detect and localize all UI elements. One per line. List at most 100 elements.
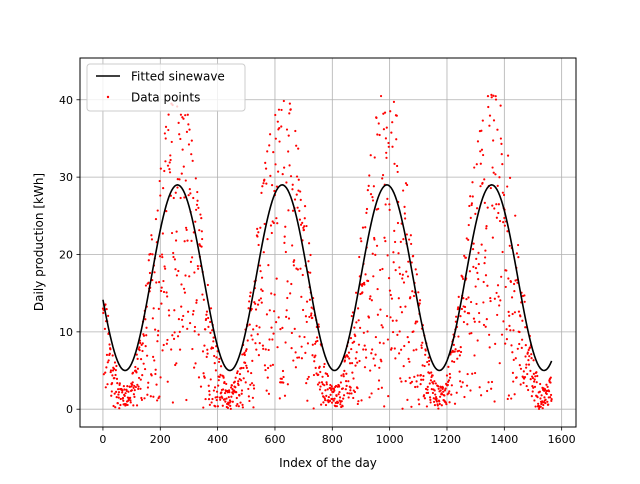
data-point bbox=[303, 335, 306, 339]
data-point bbox=[278, 126, 281, 130]
data-point bbox=[377, 122, 380, 125]
data-point bbox=[380, 324, 383, 327]
data-point bbox=[466, 323, 469, 326]
data-point bbox=[470, 332, 473, 335]
data-point bbox=[356, 402, 359, 406]
data-point bbox=[482, 323, 486, 327]
data-point bbox=[502, 221, 505, 224]
data-point bbox=[536, 396, 539, 399]
data-point bbox=[298, 335, 301, 338]
data-point bbox=[265, 182, 268, 185]
data-point bbox=[469, 195, 472, 198]
data-point bbox=[269, 364, 272, 367]
data-point bbox=[218, 357, 221, 360]
data-point bbox=[141, 374, 144, 377]
data-point bbox=[499, 299, 502, 302]
data-point bbox=[549, 381, 552, 384]
data-point bbox=[387, 395, 390, 398]
data-point bbox=[157, 307, 160, 310]
data-point bbox=[189, 192, 192, 195]
data-point bbox=[162, 187, 165, 190]
data-point bbox=[341, 387, 345, 390]
data-point bbox=[526, 351, 529, 354]
data-point bbox=[543, 388, 547, 391]
data-point bbox=[135, 353, 138, 356]
data-point bbox=[248, 295, 252, 298]
data-point bbox=[186, 310, 190, 313]
data-point bbox=[177, 269, 180, 273]
data-point bbox=[407, 357, 410, 360]
data-point bbox=[513, 393, 516, 396]
data-point bbox=[218, 375, 221, 379]
data-point bbox=[448, 401, 451, 404]
data-point bbox=[294, 129, 297, 133]
data-point bbox=[158, 395, 161, 398]
data-point bbox=[250, 334, 253, 337]
data-point bbox=[205, 313, 208, 316]
legend-label-fitted-sinewave: Fitted sinewave bbox=[131, 70, 225, 84]
data-point bbox=[294, 351, 297, 354]
data-point bbox=[134, 385, 138, 389]
data-point bbox=[436, 404, 439, 407]
data-point bbox=[277, 108, 281, 111]
data-point bbox=[490, 387, 493, 390]
data-point bbox=[367, 316, 371, 319]
data-point bbox=[269, 224, 273, 227]
data-point bbox=[288, 164, 291, 167]
data-point bbox=[396, 164, 399, 168]
data-point bbox=[484, 274, 488, 277]
data-point bbox=[166, 380, 169, 383]
data-point bbox=[499, 104, 502, 107]
data-point bbox=[545, 383, 548, 386]
data-point bbox=[345, 384, 348, 387]
data-point bbox=[417, 291, 420, 294]
data-point bbox=[296, 268, 299, 271]
data-point bbox=[226, 391, 229, 394]
data-point bbox=[192, 309, 195, 313]
data-point bbox=[463, 305, 467, 309]
data-point bbox=[335, 405, 338, 408]
data-point bbox=[181, 148, 184, 151]
data-point bbox=[208, 390, 211, 393]
data-point bbox=[132, 393, 135, 396]
data-point bbox=[250, 382, 254, 385]
data-point bbox=[213, 362, 216, 365]
data-point bbox=[457, 295, 460, 298]
data-point bbox=[282, 381, 285, 384]
data-point bbox=[403, 205, 406, 208]
data-point bbox=[252, 384, 255, 387]
data-point bbox=[523, 294, 526, 297]
data-point bbox=[296, 356, 299, 359]
data-point bbox=[384, 137, 388, 140]
data-point bbox=[523, 376, 527, 379]
data-point bbox=[212, 389, 215, 392]
data-point bbox=[291, 209, 295, 212]
data-point bbox=[275, 321, 278, 324]
data-point bbox=[299, 267, 302, 270]
data-point bbox=[147, 259, 150, 262]
data-point bbox=[186, 239, 189, 242]
data-point bbox=[213, 386, 217, 389]
data-point bbox=[446, 383, 449, 387]
data-point bbox=[406, 275, 410, 278]
data-point bbox=[495, 203, 498, 206]
data-point bbox=[401, 407, 404, 410]
data-point bbox=[499, 137, 502, 140]
data-point bbox=[479, 185, 482, 188]
data-point bbox=[373, 156, 376, 159]
data-point bbox=[335, 394, 338, 397]
data-point bbox=[495, 216, 498, 219]
data-point bbox=[473, 354, 476, 357]
data-point bbox=[178, 133, 181, 136]
data-point bbox=[249, 383, 252, 386]
data-point bbox=[296, 206, 299, 209]
x-tick-label: 0 bbox=[99, 433, 106, 446]
data-point bbox=[524, 326, 527, 329]
data-point bbox=[450, 393, 453, 396]
data-point bbox=[276, 346, 279, 349]
data-point bbox=[247, 387, 250, 391]
data-point bbox=[321, 392, 324, 395]
data-point bbox=[175, 230, 178, 233]
data-point bbox=[235, 396, 238, 400]
data-point bbox=[137, 376, 141, 380]
